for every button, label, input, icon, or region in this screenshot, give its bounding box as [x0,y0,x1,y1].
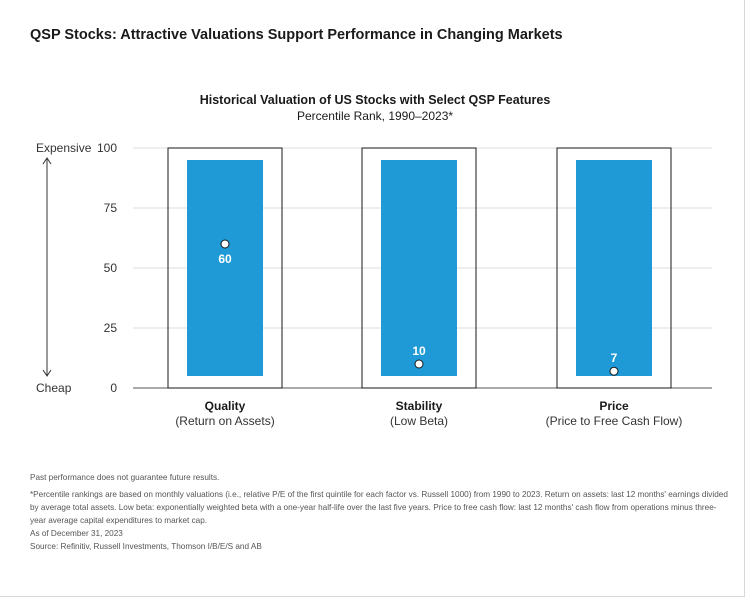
y-top-label: Expensive [36,141,92,155]
y-tick-label: 0 [110,381,117,395]
value-point [414,359,424,369]
category-box [556,147,672,389]
arrow-down-icon [42,369,52,377]
y-tick-label: 75 [104,201,118,215]
y-bottom-label: Cheap [36,381,72,395]
category-label: Stability [396,399,443,413]
value-point [220,239,230,249]
category-sublabel: (Low Beta) [390,414,448,428]
range-bar [187,160,263,376]
chart-title: Historical Valuation of US Stocks with S… [199,93,551,107]
footnote-methodology: *Percentile rankings are based on monthl… [30,490,728,525]
category-sublabel: (Return on Assets) [175,414,274,428]
y-tick-label: 100 [97,141,117,155]
category-label: Quality [205,399,246,413]
range-bar [576,160,652,376]
category-box [361,147,477,389]
value-label: 7 [611,351,618,365]
y-tick-label: 50 [104,261,118,275]
y-tick-label: 25 [104,321,118,335]
value-label: 10 [412,344,426,358]
category-box [167,147,283,389]
category-sublabel: (Price to Free Cash Flow) [546,414,683,428]
range-bar [381,160,457,376]
value-label: 60 [218,252,232,266]
chart-subtitle: Percentile Rank, 1990–2023* [296,109,454,123]
category-label: Price [599,399,629,413]
footnote-date: As of December 31, 2023 [30,529,123,538]
page-title: QSP Stocks: Attractive Valuations Suppor… [30,27,563,43]
arrow-up-icon [42,157,52,165]
footnote-source: Source: Refinitiv, Russell Investments, … [30,542,262,551]
footnotes: Past performance does not guarantee futu… [30,471,730,553]
footnote-disclaimer: Past performance does not guarantee futu… [30,473,220,482]
value-point [609,366,619,376]
